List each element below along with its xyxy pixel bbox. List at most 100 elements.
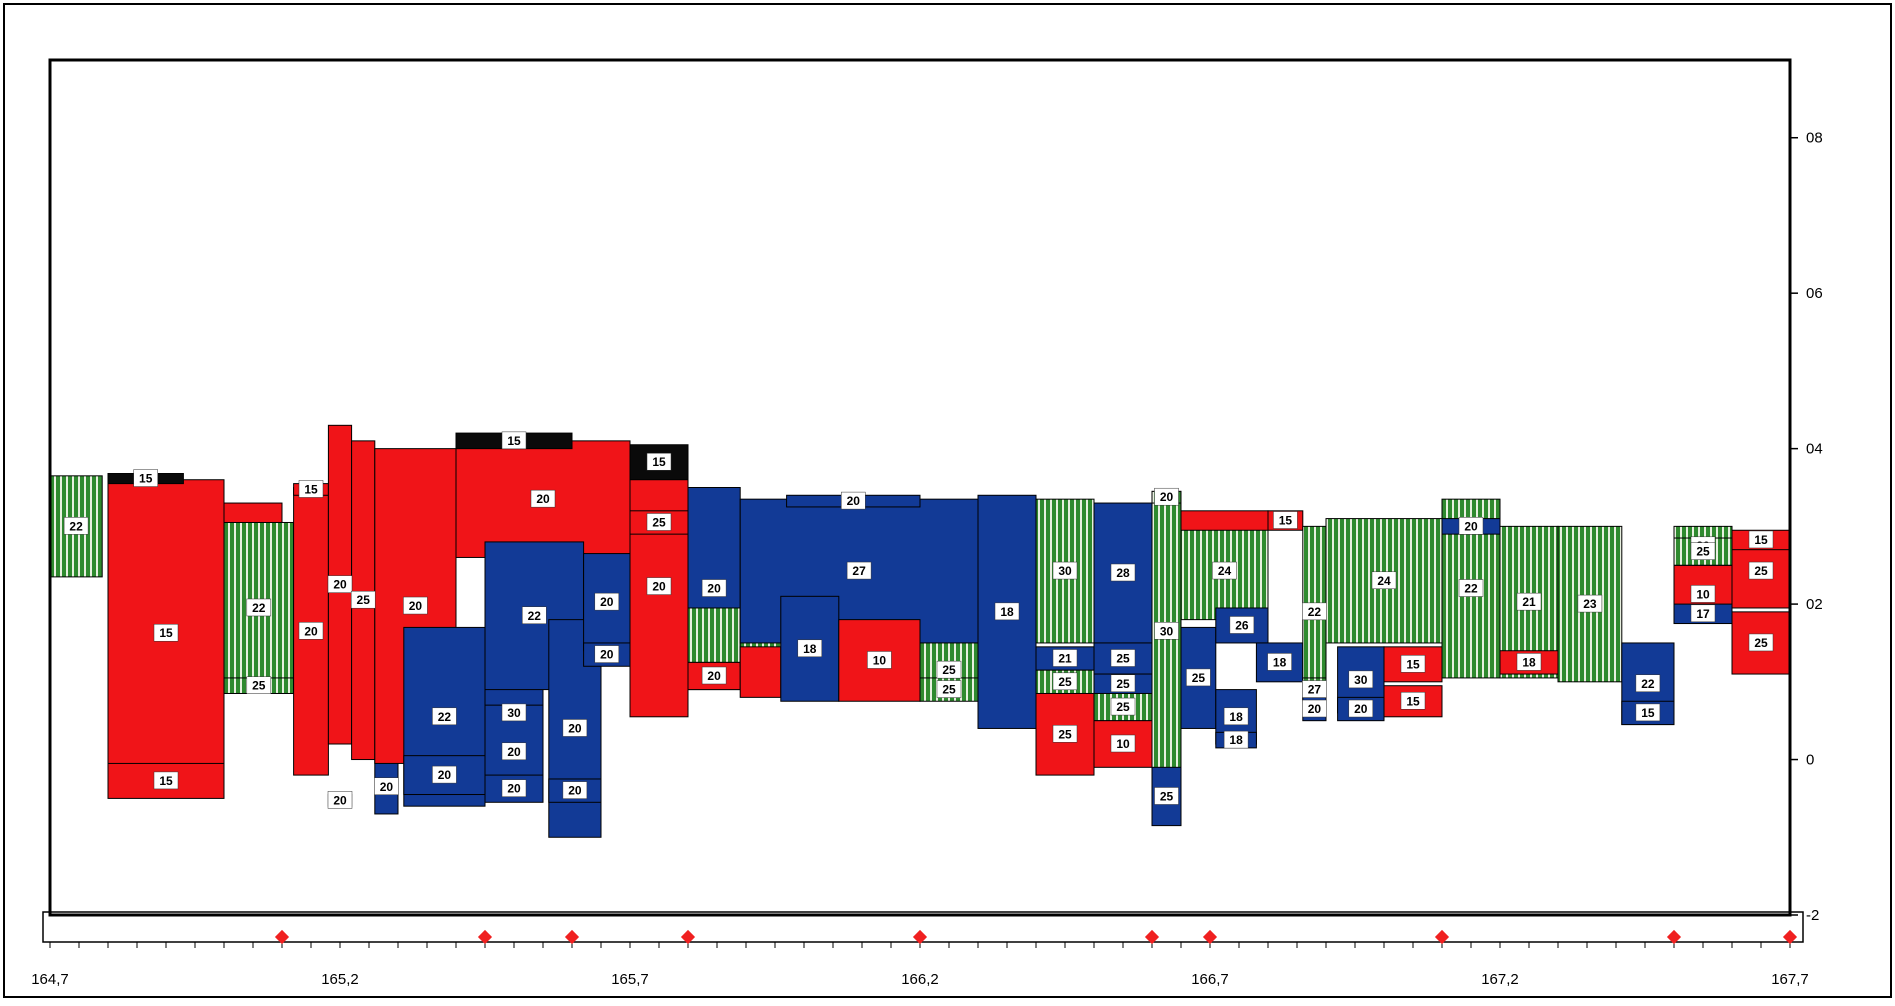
- block-label-2: 15: [159, 774, 173, 788]
- block-label-17: 30: [507, 706, 521, 720]
- block-label-box-11: [350, 590, 376, 609]
- block-label-box-64: [1348, 670, 1374, 689]
- block-label-box-49: [1154, 622, 1179, 640]
- block-label-12: 20: [380, 780, 394, 794]
- block-label-box-27: [646, 452, 672, 471]
- block-label-box-0: [63, 517, 89, 535]
- block-label-box-43: [1052, 725, 1078, 743]
- block-label-box-65: [1348, 699, 1374, 718]
- block-label-box-57: [1267, 653, 1292, 671]
- block-label-41: 21: [1058, 652, 1072, 666]
- block-label-78: 25: [1754, 564, 1768, 578]
- block-label-48: 10: [1116, 737, 1130, 751]
- block-label-58: 18: [1229, 710, 1243, 724]
- block-label-65: 20: [1354, 702, 1368, 716]
- block-label-box-14: [432, 707, 457, 726]
- sample-marker: [564, 929, 580, 945]
- block-label-box-51: [1154, 787, 1179, 805]
- block-label-55: 25: [1192, 671, 1206, 685]
- block-label-box-50: [1154, 487, 1179, 506]
- block-label-6: 25: [252, 679, 266, 693]
- block-label-box-67: [1400, 692, 1426, 710]
- block-label-box-74: [1690, 585, 1716, 603]
- block-label-69: 21: [1522, 595, 1536, 609]
- block-66: [1383, 646, 1443, 683]
- plot-frame: [48, 58, 1792, 917]
- block-label-18: 20: [507, 745, 521, 759]
- block-label-box-69: [1516, 592, 1542, 611]
- block-label-box-2: [153, 771, 179, 790]
- block-label-68: 22: [1464, 582, 1478, 596]
- block-label-67: 15: [1406, 694, 1420, 708]
- block-label-box-10: [327, 791, 353, 809]
- block-label-box-38: [936, 680, 962, 698]
- x-tick-label: 167,2: [1481, 971, 1519, 988]
- block-label-22: 20: [568, 721, 582, 735]
- block-label-box-71: [1577, 594, 1603, 613]
- block-label-box-56: [1229, 616, 1255, 634]
- blocks-layer: [49, 424, 1791, 838]
- block-label-19: 20: [507, 782, 521, 796]
- block-label-box-6: [246, 676, 272, 694]
- block-label-box-42: [1052, 672, 1078, 691]
- block-label-74: 10: [1696, 587, 1710, 601]
- block-label-62: 20: [1308, 702, 1322, 716]
- block-label-box-75: [1690, 604, 1716, 623]
- block-label-box-35: [797, 639, 823, 658]
- x-tick-label: 166,7: [1191, 971, 1229, 988]
- block-label-box-7: [298, 622, 324, 640]
- x-tick-label: 165,7: [611, 971, 649, 988]
- block-label-box-28: [646, 513, 672, 531]
- block-label-34: 27: [852, 564, 866, 578]
- block-label-box-40: [1052, 561, 1078, 580]
- page-border: [3, 3, 1892, 998]
- block-label-box-31: [701, 666, 727, 685]
- block-label-21: 22: [528, 609, 542, 623]
- block-label-70: 18: [1522, 655, 1536, 669]
- block-label-49: 30: [1160, 624, 1174, 638]
- block-label-box-1: [153, 623, 179, 642]
- block-label-box-55: [1186, 668, 1211, 687]
- block-label-box-17: [501, 703, 527, 722]
- block-label-box-63: [1371, 571, 1397, 590]
- labels-layer: 22 15 15 15 22 25 20 15 20 20 25 20 20 22 20 15 30 20 20 20…: [63, 431, 1774, 809]
- block-label-box-39: [994, 602, 1020, 621]
- sample-marker: [912, 929, 928, 945]
- block-label-box-70: [1516, 653, 1542, 671]
- block-label-box-12: [374, 777, 399, 795]
- block-label-26: 20: [652, 580, 666, 594]
- block-label-box-62: [1302, 699, 1327, 718]
- block-label-9: 20: [333, 578, 347, 592]
- block-label-28: 25: [652, 515, 666, 529]
- y-tick-label: 08: [1806, 130, 1823, 147]
- block-label-8: 15: [304, 482, 318, 496]
- block-label-60: 22: [1308, 605, 1322, 619]
- y-tick-label: 0: [1806, 752, 1814, 769]
- block-label-37: 25: [942, 663, 956, 677]
- block-label-box-36: [867, 651, 892, 669]
- block-label-31: 20: [707, 669, 721, 683]
- block-label-71: 23: [1583, 597, 1597, 611]
- block-label-box-20: [432, 765, 457, 784]
- block-label-39: 18: [1000, 605, 1014, 619]
- sample-marker: [1434, 929, 1450, 945]
- block-label-43: 25: [1058, 727, 1072, 741]
- block-label-box-41: [1052, 649, 1078, 667]
- x-tick-label: 165,2: [321, 971, 359, 988]
- block-label-77: 25: [1696, 545, 1710, 559]
- block-33: [739, 646, 782, 698]
- block-label-51: 25: [1160, 789, 1174, 803]
- block-label-box-52: [1212, 561, 1237, 580]
- block-label-box-25: [594, 645, 620, 663]
- block-label-box-54: [1273, 511, 1298, 529]
- block-label-box-34: [846, 561, 872, 580]
- block-label-52: 24: [1218, 564, 1232, 578]
- y-axis: -2 0 02 04 06 08: [1790, 130, 1823, 924]
- x-tick-label: 167,7: [1771, 971, 1809, 988]
- block-label-box-45: [1110, 649, 1136, 667]
- block-label-box-8: [298, 480, 324, 498]
- sample-marker: [477, 929, 493, 945]
- block-label-box-77: [1690, 542, 1716, 560]
